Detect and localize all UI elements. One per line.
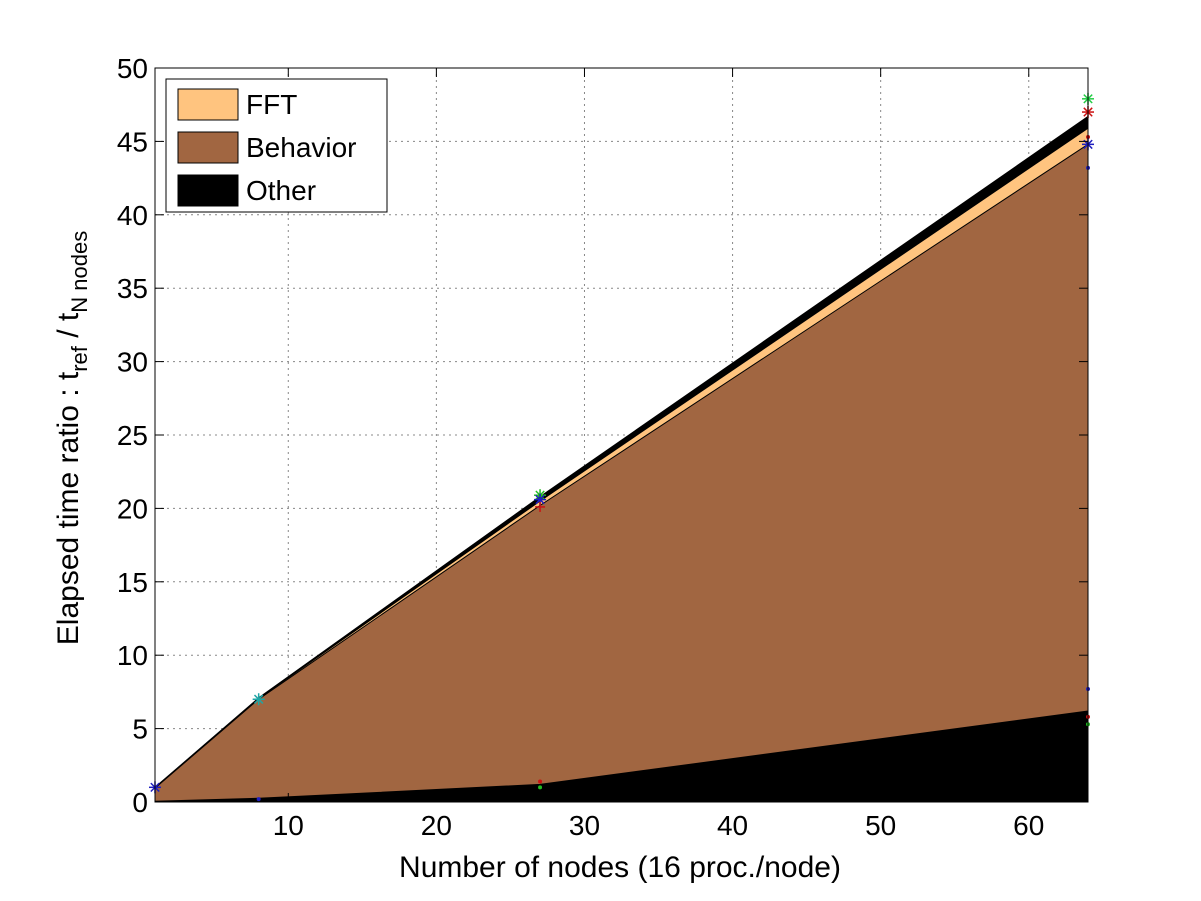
y-tick-label: 15 <box>117 567 148 598</box>
legend-label: FFT <box>246 89 297 120</box>
legend-label: Other <box>246 175 316 206</box>
axes <box>154 67 1089 803</box>
y-tick-label: 35 <box>117 273 148 304</box>
legend: FFT Behavior Other <box>165 78 388 213</box>
y-tick-label: 0 <box>132 787 148 818</box>
dot-marker <box>538 779 543 784</box>
area-edge <box>154 710 1089 802</box>
x-tick-label: 30 <box>569 810 600 841</box>
y-tick-label: 10 <box>117 640 148 671</box>
y-tick-label: 50 <box>117 53 148 84</box>
y-tick-label: 5 <box>132 714 148 745</box>
x-tick-label: 20 <box>421 810 452 841</box>
y-tick-label: 20 <box>117 493 148 524</box>
legend-label: Behavior <box>246 132 357 163</box>
y-tick-label: 25 <box>117 420 148 451</box>
y-axis-label-sub-ref: ref <box>67 345 92 372</box>
area-other-top <box>155 116 1088 788</box>
area-layers <box>154 115 1089 802</box>
x-tick-label: 50 <box>865 810 896 841</box>
marker-stroke <box>253 694 264 704</box>
y-tick-label: 40 <box>117 200 148 231</box>
plus-marker <box>535 501 546 512</box>
y-tick-label: 45 <box>117 126 148 157</box>
x-tick-labels: 10 20 30 40 50 60 <box>273 810 1045 841</box>
marker-stroke <box>535 494 545 505</box>
star-marker <box>534 493 547 506</box>
dot-marker <box>538 785 543 790</box>
x-tick-label: 60 <box>1013 810 1044 841</box>
legend-swatch <box>177 88 239 121</box>
x-tick-label: 10 <box>273 810 304 841</box>
x-axis-label: Number of nodes (16 proc./node) <box>399 851 841 884</box>
legend-swatch <box>177 131 239 164</box>
y-axis-label: Elapsed time ratio : tref / tN nodes <box>52 231 92 645</box>
y-tick-label: 30 <box>117 347 148 378</box>
legend-swatch <box>177 174 239 207</box>
area-edge <box>154 115 1089 788</box>
y-tick-labels: 0 5 10 15 20 25 30 35 40 45 50 <box>117 53 148 818</box>
area-fft <box>155 128 1088 789</box>
star-marker <box>252 693 265 706</box>
y-axis-label-mid: / t <box>52 312 85 346</box>
x-tick-label: 40 <box>717 810 748 841</box>
y-axis-label-sub-nodes: N nodes <box>67 231 92 313</box>
area-behavior <box>155 144 1088 802</box>
dot-marker <box>256 797 261 802</box>
y-axis-label-main: Elapsed time ratio : t <box>52 371 85 645</box>
area-other <box>155 711 1088 802</box>
